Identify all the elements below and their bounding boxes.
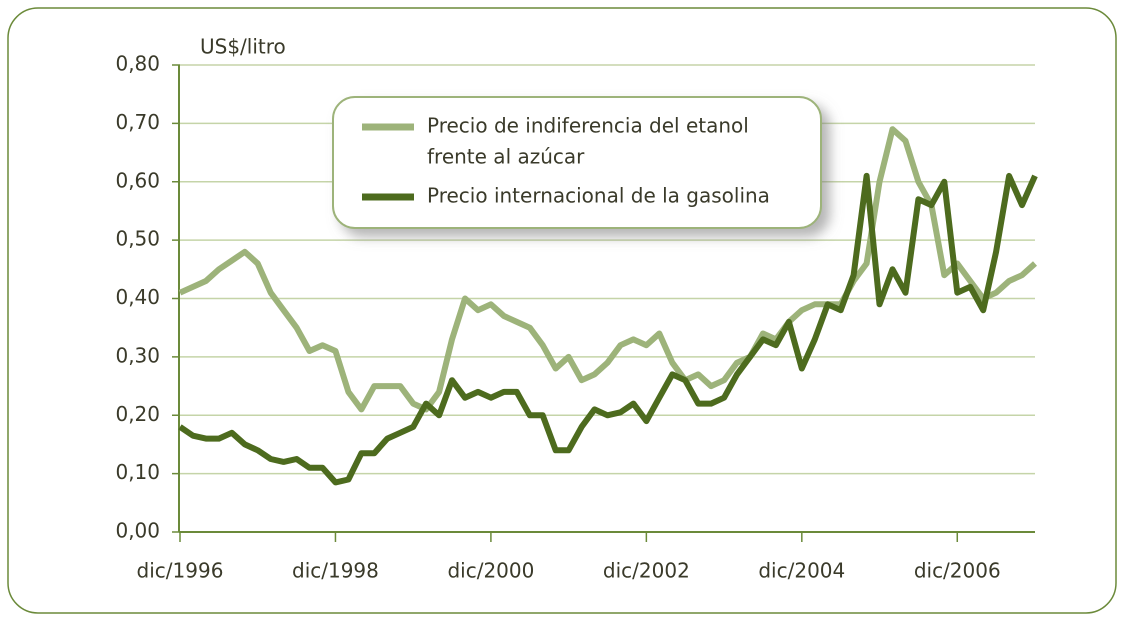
y-tick-label: 0,80 [115,52,160,76]
y-tick-label: 0,60 [115,168,160,192]
y-tick-label: 0,40 [115,285,160,309]
series-line [178,172,1038,486]
y-tick-label: 0,20 [115,402,160,426]
y-tick-label: 0,70 [115,110,160,134]
x-tick-label: dic/2006 [914,559,1001,583]
x-tick-label: dic/2002 [603,559,690,583]
x-tick-label: dic/1996 [137,559,224,583]
legend-box [332,96,822,229]
y-tick-label: 0,30 [115,343,160,367]
y-axis-label: US$/litro [200,35,286,59]
y-tick-label: 0,50 [115,227,160,251]
legend-label: Precio de indiferencia del etanol [427,114,749,138]
x-tick-label: dic/1998 [292,559,379,583]
x-tick-label: dic/2000 [447,559,534,583]
legend-label: Precio internacional de la gasolina [427,184,770,208]
y-tick-label: 0,10 [115,460,160,484]
x-tick-label: dic/2004 [758,559,845,583]
legend-label: frente al azúcar [427,145,585,169]
series-line [178,126,1038,413]
y-tick-label: 0,00 [115,519,160,543]
legend: Precio de indiferencia del etanol frente … [332,96,822,229]
